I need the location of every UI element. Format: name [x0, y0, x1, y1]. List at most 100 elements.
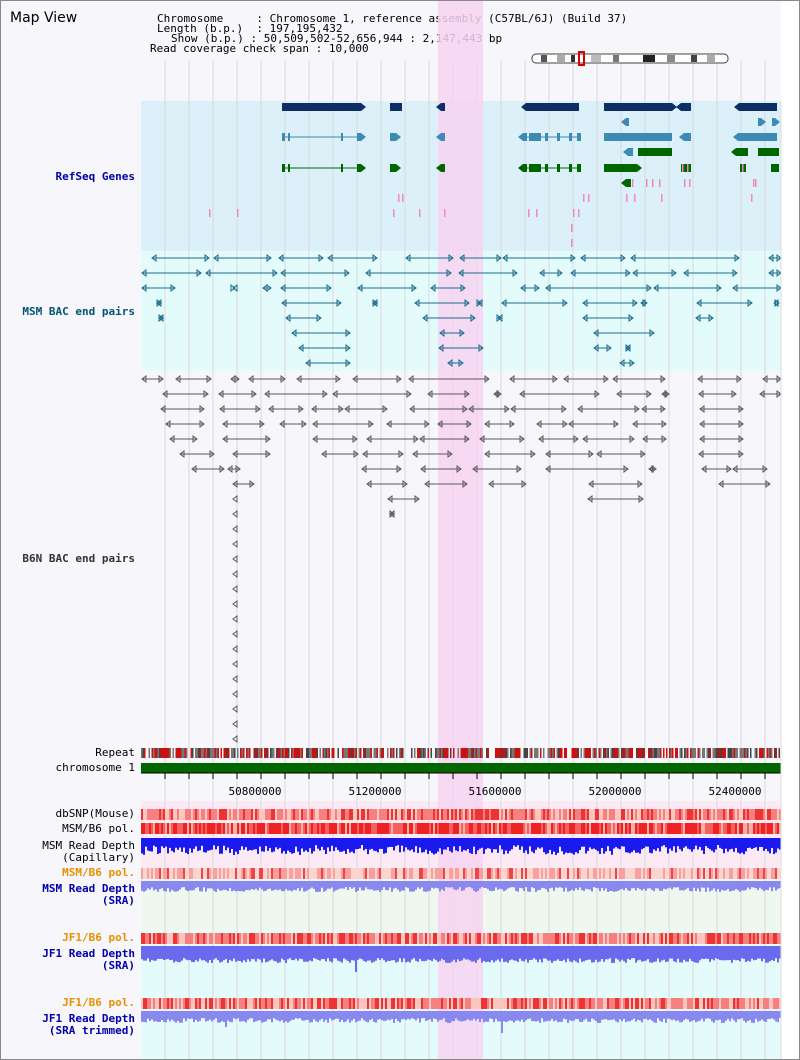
polymorphism-cell [667, 998, 669, 1009]
polymorphism-cell [237, 933, 239, 944]
depth-bar [663, 946, 665, 960]
polymorphism-cell [721, 868, 723, 879]
polymorphism-cell [355, 933, 357, 944]
polymorphism-cell [779, 998, 781, 1009]
polymorphism-cell [447, 998, 449, 1009]
bac-end-marker [747, 299, 753, 307]
polymorphism-cell [325, 998, 327, 1009]
depth-bar [435, 946, 437, 961]
polymorphism-cell [589, 823, 591, 834]
polymorphism-cell [391, 998, 393, 1009]
polymorphism-cell [435, 933, 437, 944]
repeat-element [565, 748, 567, 758]
depth-bar [597, 881, 599, 889]
polymorphism-cell [585, 998, 587, 1009]
depth-bar [145, 838, 147, 847]
b6n-bac-label[interactable]: B6N BAC end pairs [22, 552, 135, 565]
depth-bar [385, 881, 387, 890]
depth-bar [305, 1011, 307, 1020]
refseq-genes-label[interactable]: RefSeq Genes [55, 170, 135, 183]
polymorphism-cell [359, 868, 361, 879]
polymorphism-cell [599, 823, 601, 834]
depth-bar [229, 946, 231, 960]
repeat-element [391, 748, 393, 758]
depth-bar [355, 1011, 357, 1023]
polymorphism-cell [513, 809, 515, 820]
polymorphism-cell [147, 809, 149, 820]
depth-bar [531, 881, 533, 888]
polymorphism-cell [737, 998, 739, 1009]
info-length-row: Length (b.p.) : 197,195,432 [157, 22, 343, 35]
polymorphism-cell [419, 823, 421, 834]
polymorphism-cell [147, 823, 149, 834]
bac-end-marker [731, 390, 737, 398]
polymorphism-cell [641, 998, 643, 1009]
polymorphism-cell [265, 998, 267, 1009]
repeat-element [153, 748, 155, 758]
polymorphism-cell [213, 868, 215, 879]
depth-bar [191, 946, 193, 962]
depth-bar [261, 838, 263, 852]
bac-end-marker [345, 344, 351, 352]
depth-bar [319, 881, 321, 892]
repeat-element [151, 748, 153, 758]
repeat-element [480, 748, 482, 758]
polymorphism-cell [425, 933, 427, 944]
polymorphism-cell [393, 823, 395, 834]
repeat-element [663, 748, 665, 758]
msm-bac-label[interactable]: MSM BAC end pairs [22, 305, 135, 318]
polymorphism-cell [285, 823, 287, 834]
bac-end-marker [510, 405, 516, 413]
depth-bar [613, 881, 615, 892]
repeat-element [270, 748, 272, 758]
gene-strand-arrow [361, 133, 366, 141]
depth-bar [761, 838, 763, 848]
gene-strand-arrow [733, 133, 738, 141]
polymorphism-cell [749, 809, 751, 820]
depth-bar [241, 881, 243, 892]
polymorphism-cell [455, 868, 457, 879]
polymorphism-cell [741, 868, 743, 879]
polymorphism-cell [367, 933, 369, 944]
depth-bar [471, 1011, 473, 1021]
depth-bar [623, 838, 625, 847]
repeat-element [712, 748, 714, 758]
depth-bar [303, 838, 305, 852]
depth-bar [317, 838, 319, 849]
polymorphism-cell [173, 868, 175, 879]
depth-bar [771, 838, 773, 848]
depth-bar [291, 1011, 293, 1020]
polymorphism-cell [187, 933, 189, 944]
depth-bar [575, 1011, 577, 1020]
polymorphism-cell [475, 933, 477, 944]
polymorphism-cell [325, 868, 327, 879]
repeat-element [658, 748, 660, 758]
depth-bar [371, 838, 373, 849]
polymorphism-cell [707, 998, 709, 1009]
polymorphism-cell [399, 998, 401, 1009]
polymorphism-cell [201, 868, 203, 879]
repeat-element [477, 748, 479, 758]
depth-bar [321, 838, 323, 847]
b6n-bac-pairs [141, 375, 782, 518]
polymorphism-cell [717, 998, 719, 1009]
polymorphism-cell [627, 933, 629, 944]
polymorphism-cell [477, 868, 479, 879]
polymorphism-cell [273, 809, 275, 820]
polymorphism-cell [231, 823, 233, 834]
polymorphism-cell [357, 868, 359, 879]
repeat-element [687, 748, 689, 758]
depth-bar [371, 1011, 373, 1019]
depth-bar [367, 881, 369, 890]
pink-feature [689, 179, 691, 187]
repeat-element [672, 748, 674, 758]
polymorphism-cell [609, 823, 611, 834]
gene-exon [545, 164, 548, 172]
bac-end-marker [470, 314, 476, 322]
repeat-element [754, 748, 756, 758]
depth-bar [569, 838, 571, 853]
polymorphism-cell [175, 868, 177, 879]
depth-bar [387, 946, 389, 961]
depth-bar [643, 838, 645, 849]
